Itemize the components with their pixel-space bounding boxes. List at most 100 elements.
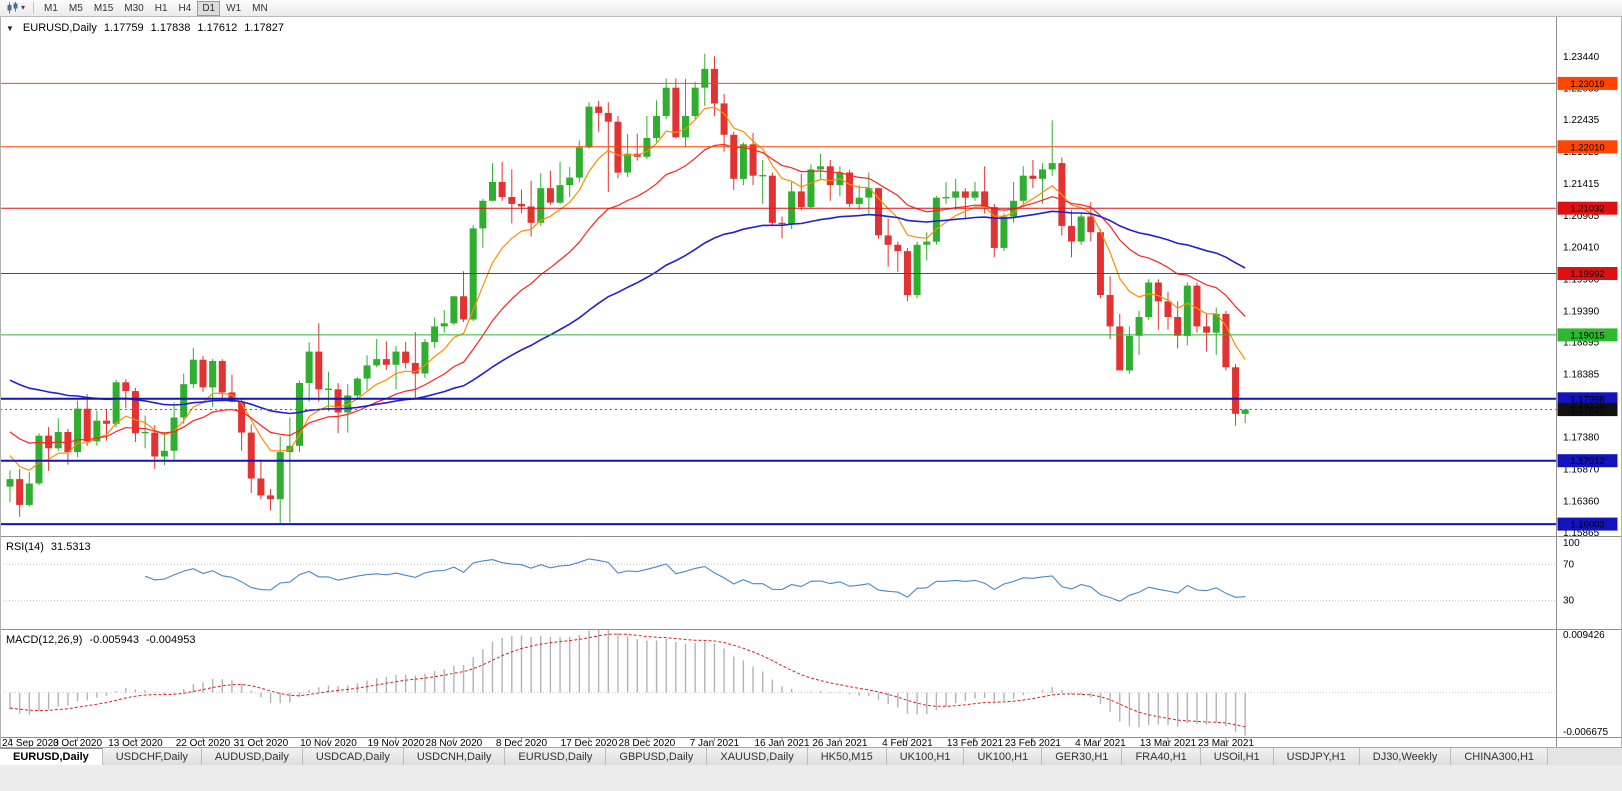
price-badge — [1557, 76, 1618, 90]
macd-histogram — [9, 630, 1246, 736]
svg-text:1.17380: 1.17380 — [1563, 433, 1600, 444]
svg-text:-0.006675: -0.006675 — [1563, 727, 1608, 738]
chart-tab-13-usoil-h1[interactable]: USOil,H1 — [1200, 748, 1274, 765]
chart-tab-1-usdchf-daily[interactable]: USDCHF,Daily — [102, 748, 202, 765]
svg-text:10 Nov 2020: 10 Nov 2020 — [300, 738, 357, 747]
svg-text:1.19390: 1.19390 — [1563, 306, 1600, 317]
svg-text:22 Oct 2020: 22 Oct 2020 — [176, 738, 231, 747]
svg-text:1.16360: 1.16360 — [1563, 497, 1600, 508]
svg-text:1.22435: 1.22435 — [1563, 115, 1600, 126]
timeframe-button-w1[interactable]: W1 — [226, 2, 242, 14]
svg-text:1.20410: 1.20410 — [1563, 242, 1600, 253]
symbol-dropdown-icon[interactable]: ▼ — [6, 24, 14, 33]
timeframe-button-m1[interactable]: M1 — [44, 2, 58, 14]
ma-mid-line — [9, 143, 1246, 444]
chart-tab-11-ger30-h1[interactable]: GER30,H1 — [1042, 748, 1123, 765]
svg-text:1.19015: 1.19015 — [1570, 330, 1604, 341]
timeframe-button-h4[interactable]: H4 — [178, 2, 192, 14]
timeframe-button-m5[interactable]: M5 — [68, 2, 83, 14]
svg-text:1.21032: 1.21032 — [1570, 204, 1604, 215]
ma-slow-line — [9, 210, 1246, 415]
svg-text:1.17827: 1.17827 — [1570, 405, 1604, 416]
chart-tab-2-audusd-daily[interactable]: AUDUSD,Daily — [201, 748, 303, 765]
chart-tab-6-gbpusd-daily[interactable]: GBPUSD,Daily — [606, 748, 708, 765]
price-badge — [1557, 454, 1618, 468]
svg-text:7 Jan 2021: 7 Jan 2021 — [690, 738, 740, 747]
svg-text:16 Jan 2021: 16 Jan 2021 — [754, 738, 809, 747]
svg-text:1.19992: 1.19992 — [1570, 269, 1604, 280]
chart-tab-3-usdcad-daily[interactable]: USDCAD,Daily — [302, 748, 404, 765]
chart-canvas[interactable]: 1.234401.229351.224351.219251.214151.209… — [0, 17, 1622, 747]
svg-text:17 Dec 2020: 17 Dec 2020 — [561, 738, 618, 747]
price-badge — [1557, 328, 1618, 342]
price-badge — [1557, 267, 1618, 280]
svg-text:1.21415: 1.21415 — [1563, 179, 1600, 190]
chevron-down-icon: ▾ — [21, 3, 26, 12]
moving-averages-layer — [9, 106, 1246, 471]
chart-tab-15-dj30-weekly[interactable]: DJ30,Weekly — [1359, 748, 1452, 765]
svg-text:13 Mar 2021: 13 Mar 2021 — [1140, 738, 1197, 747]
timeframe-button-group: M1 M5 M15 M30 H1 H4 D1 W1 MN — [39, 0, 273, 16]
svg-text:19 Nov 2020: 19 Nov 2020 — [368, 738, 425, 747]
svg-text:24 Sep 2020: 24 Sep 2020 — [2, 738, 59, 747]
svg-text:1.15865: 1.15865 — [1563, 528, 1600, 539]
price-badge — [1557, 140, 1618, 154]
svg-text:1.16870: 1.16870 — [1563, 465, 1600, 476]
svg-text:1.17998: 1.17998 — [1570, 394, 1604, 405]
chart-tab-0-eurusd-daily[interactable]: EURUSD,Daily — [0, 748, 103, 765]
svg-text:1.20905: 1.20905 — [1563, 211, 1600, 222]
svg-text:23 Feb 2021: 23 Feb 2021 — [1005, 738, 1062, 747]
rsi-line — [144, 558, 1246, 602]
svg-text:28 Dec 2020: 28 Dec 2020 — [619, 738, 676, 747]
horizontal-lines-layer[interactable] — [0, 82, 1556, 526]
status-bar — [0, 765, 1622, 791]
timeframe-button-m15[interactable]: M15 — [93, 2, 114, 14]
chart-background — [0, 17, 1622, 747]
svg-text:1.16003: 1.16003 — [1570, 520, 1604, 531]
chart-tab-14-usdjpy-h1[interactable]: USDJPY,H1 — [1273, 748, 1360, 765]
timeframe-button-m30[interactable]: M30 — [124, 2, 144, 14]
toolbar-separator — [33, 2, 35, 14]
chart-tab-5-eurusd-daily[interactable]: EURUSD,Daily — [505, 748, 607, 765]
svg-text:0.009426: 0.009426 — [1563, 630, 1605, 641]
svg-text:1.23440: 1.23440 — [1563, 52, 1600, 63]
chart-tab-7-xauusd-daily[interactable]: XAUUSD,Daily — [707, 748, 808, 765]
candlestick-glyph — [7, 2, 18, 14]
svg-text:8 Dec 2020: 8 Dec 2020 — [496, 738, 548, 747]
svg-text:3 Oct 2020: 3 Oct 2020 — [53, 738, 102, 747]
svg-text:1.17012: 1.17012 — [1570, 456, 1604, 467]
chart-type-icon[interactable]: ▾ — [3, 1, 28, 16]
svg-text:1.18895: 1.18895 — [1563, 337, 1600, 348]
chart-tab-4-usdcnh-daily[interactable]: USDCNH,Daily — [403, 748, 506, 765]
svg-text:23 Mar 2021: 23 Mar 2021 — [1198, 738, 1255, 747]
chart-area: 1.234401.229351.224351.219251.214151.209… — [0, 17, 1622, 747]
price-badges: 1.23019 1.22010 1.21032 1.19992 1.19015 1.179… — [1557, 76, 1618, 531]
price-badge — [1557, 201, 1618, 215]
chart-tab-16-china300-h1[interactable]: CHINA300,H1 — [1451, 748, 1549, 765]
svg-text:4 Mar 2021: 4 Mar 2021 — [1075, 738, 1126, 747]
svg-text:1.23019: 1.23019 — [1570, 79, 1604, 90]
svg-text:26 Jan 2021: 26 Jan 2021 — [812, 738, 867, 747]
svg-text:1.22010: 1.22010 — [1570, 142, 1604, 153]
timeframe-button-mn[interactable]: MN — [252, 2, 268, 14]
price-badge — [1557, 392, 1618, 406]
chart-tab-9-uk100-h1[interactable]: UK100,H1 — [886, 748, 965, 765]
svg-text:4 Feb 2021: 4 Feb 2021 — [882, 738, 933, 747]
chart-tab-10-uk100-h1[interactable]: UK100,H1 — [964, 748, 1043, 765]
chart-tab-12-fra40-h1[interactable]: FRA40,H1 — [1122, 748, 1201, 765]
svg-text:30: 30 — [1563, 596, 1575, 607]
ma-fast-line — [9, 106, 1246, 471]
chart-tab-bar: EURUSD,Daily USDCHF,Daily AUDUSD,Daily USDC… — [0, 747, 1622, 765]
svg-text:1.18385: 1.18385 — [1563, 369, 1600, 380]
toolbar: ▾ M1 M5 M15 M30 H1 H4 D1 W1 MN — [0, 0, 1622, 17]
chart-tab-8-hk50-m15[interactable]: HK50,M15 — [807, 748, 887, 765]
price-badge — [1557, 403, 1618, 417]
svg-text:13 Feb 2021: 13 Feb 2021 — [947, 738, 1004, 747]
price-badge — [1557, 517, 1618, 531]
svg-text:70: 70 — [1563, 559, 1575, 570]
timeframe-button-h1[interactable]: H1 — [154, 2, 168, 14]
svg-text:13 Oct 2020: 13 Oct 2020 — [108, 738, 163, 747]
svg-text:100: 100 — [1563, 538, 1580, 549]
timeframe-button-d1[interactable]: D1 — [197, 0, 221, 16]
